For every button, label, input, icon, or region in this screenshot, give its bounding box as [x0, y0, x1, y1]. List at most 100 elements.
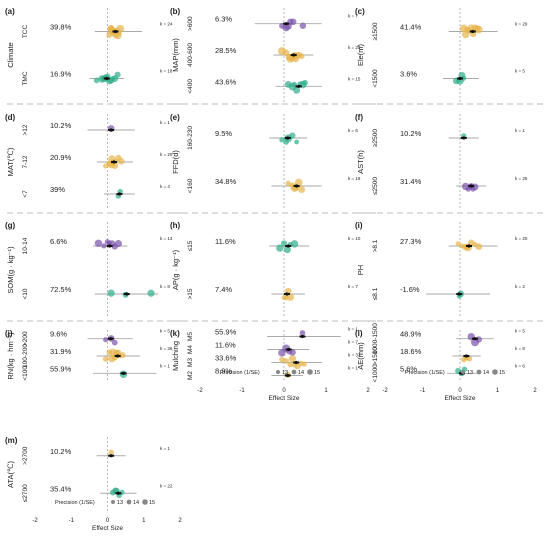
- percent-change-label: 55.9%: [215, 328, 237, 337]
- panel-a: (a) Climate TCC 39.8% k = 24 TMC 16.9% k = 18: [5, 7, 188, 105]
- group-label: >15: [187, 288, 194, 299]
- data-point: [93, 77, 100, 84]
- x-tick-label: 0: [282, 388, 286, 394]
- panel-b: (b) MAP(mm) >600 6.3% k = 7 400-600 28.5% k = 2…: [170, 7, 376, 105]
- panel-f: (f) AST(h) ≥2500 10.2% k = 1 ≤2500 31.4% k = 25: [355, 113, 543, 214]
- k-count-label: k = 1: [348, 327, 358, 332]
- panel-label: (j): [5, 329, 13, 338]
- legend-swatch: [142, 499, 148, 505]
- effect-estimate-point: [125, 292, 129, 296]
- percent-change-label: 35.4%: [50, 484, 72, 493]
- effect-estimate-point: [300, 334, 305, 339]
- k-count-label: k = 5: [515, 329, 525, 334]
- percent-change-label: 31.4%: [400, 177, 422, 186]
- data-point: [94, 239, 103, 248]
- effect-estimate-point: [116, 491, 120, 495]
- panel-h: (h) AP(g · kg⁻¹) ≤15 11.6% k = 10 >15 7.4% k = …: [170, 221, 376, 322]
- k-count-label: k = 25: [515, 176, 528, 181]
- data-point: [279, 137, 285, 143]
- x-axis-label: Effect Size: [92, 525, 123, 532]
- group-label: ≤2700: [22, 484, 29, 502]
- data-point: [102, 356, 109, 362]
- percent-change-label: 55.9%: [50, 364, 72, 373]
- panel-e: (e) FFD(d) 160-230 9.5% k = 6 <160 34.8% k = 18: [170, 113, 376, 214]
- data-point: [114, 71, 121, 78]
- group-label: ≤15: [187, 240, 194, 251]
- data-point: [294, 139, 300, 145]
- k-count-label: k = 5: [160, 329, 170, 334]
- group-label: ≥2500: [372, 129, 379, 147]
- effect-estimate-point: [121, 371, 126, 375]
- panel-c: (c) Ele(m) ≥1500 41.4% k = 29 <1500 3.6% k = 5: [355, 7, 543, 105]
- effect-estimate-point: [295, 184, 299, 188]
- legend-title: Precision (1/SE): [405, 370, 445, 376]
- percent-change-label: 9.5%: [215, 129, 232, 138]
- k-count-label: k = 1: [160, 120, 170, 125]
- y-axis-label: Ele(m): [356, 43, 365, 66]
- legend-item-label: 14: [483, 370, 489, 376]
- panel-label: (m): [5, 436, 18, 445]
- effect-estimate-point: [284, 22, 288, 26]
- data-point: [299, 22, 307, 29]
- panel-label: (g): [5, 221, 16, 230]
- percent-change-label: 10.2%: [50, 121, 72, 130]
- panel-label: (f): [355, 113, 363, 122]
- group-label: TMC: [22, 71, 29, 85]
- data-point: [288, 355, 297, 363]
- k-count-label: k = 33: [348, 353, 361, 358]
- percent-change-label: 3.6%: [400, 70, 417, 79]
- data-point: [286, 293, 295, 301]
- x-tick-label: -1: [420, 388, 426, 394]
- y-axis-label: PH: [356, 265, 365, 275]
- x-tick-label: 2: [366, 388, 370, 394]
- group-label: 1000-1500: [372, 323, 379, 354]
- legend-item-label: 14: [133, 500, 139, 506]
- panel-label: (b): [170, 7, 181, 16]
- group-label: 100-200: [22, 344, 29, 368]
- y-axis-label: MAP(mm): [171, 38, 180, 72]
- x-tick-label: -2: [197, 388, 203, 394]
- legend-item-label: 14: [298, 370, 304, 376]
- data-point: [107, 25, 114, 33]
- effect-estimate-point: [286, 373, 290, 378]
- data-point: [461, 30, 470, 39]
- percent-change-label: 18.6%: [400, 347, 422, 356]
- panel-j: (j)RN(kg · hm⁻²) >200 9.6% k = 5 100-200 31.9…: [5, 329, 173, 382]
- panel-g: (g) SOM(g · kg⁻¹) 10-14 6.6% k = 13 <10 72.5% k…: [5, 221, 188, 322]
- x-tick-label: 0: [106, 518, 110, 524]
- y-axis-label: MAT(℃): [6, 147, 15, 176]
- data-point: [283, 358, 289, 364]
- y-axis-label: Mulching: [171, 341, 180, 371]
- k-count-label: k = 24: [160, 22, 173, 27]
- effect-estimate-point: [286, 244, 290, 248]
- y-axis-label: RN(kg · hm⁻²): [6, 332, 15, 380]
- x-tick-label: -2: [382, 388, 388, 394]
- effect-estimate-point: [109, 337, 113, 341]
- data-point: [147, 289, 155, 297]
- effect-estimate-point: [473, 337, 477, 341]
- legend-swatch: [476, 369, 482, 375]
- k-count-label: k = 6: [515, 363, 525, 368]
- percent-change-label: 11.6%: [215, 237, 236, 246]
- group-label: ≥1500: [372, 22, 379, 40]
- group-label: <7: [22, 190, 29, 198]
- percent-change-label: 31.9%: [50, 347, 72, 356]
- data-point: [299, 330, 306, 336]
- percent-change-label: 72.5%: [50, 285, 72, 294]
- precision-legend: Precision (1/SE) 13 14 15: [220, 369, 320, 376]
- data-point: [293, 86, 301, 94]
- effect-estimate-point: [287, 347, 291, 352]
- x-tick-label: 2: [533, 388, 537, 394]
- k-count-label: k = 5: [515, 69, 525, 74]
- legend-item-label: 15: [314, 370, 320, 376]
- group-label: <1500: [372, 69, 379, 88]
- effect-estimate-point: [297, 84, 301, 88]
- effect-estimate-point: [105, 76, 109, 81]
- data-point: [466, 355, 473, 362]
- k-count-label: k = 7: [348, 14, 358, 19]
- legend-title: Precision (1/SE): [220, 370, 260, 376]
- percent-change-label: 28.5%: [215, 46, 237, 55]
- x-tick-label: -1: [69, 518, 75, 524]
- legend-swatch: [291, 369, 297, 375]
